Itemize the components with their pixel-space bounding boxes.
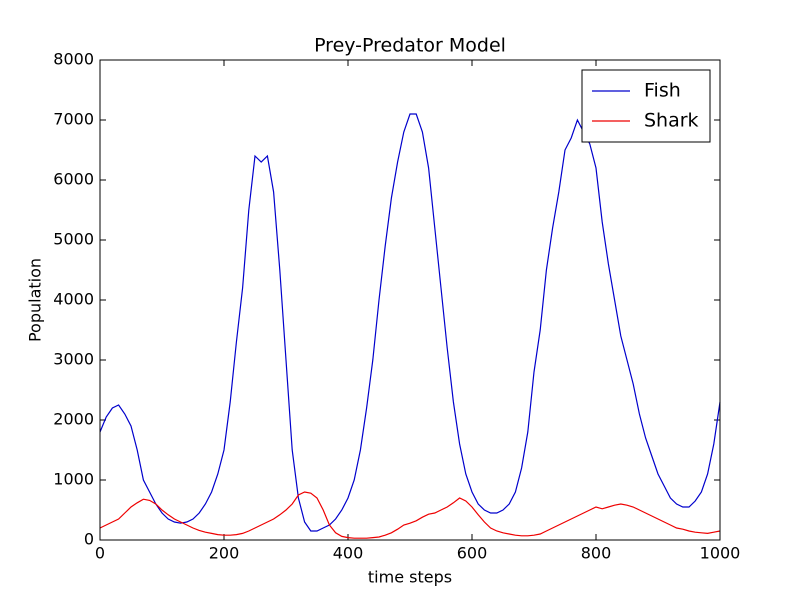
x-axis-label: time steps (368, 568, 452, 587)
y-tick-label: 1000 (53, 470, 94, 489)
y-tick-label: 4000 (53, 290, 94, 309)
y-tick-label: 2000 (53, 410, 94, 429)
x-tick-label: 1000 (700, 544, 741, 563)
y-tick-label: 6000 (53, 170, 94, 189)
legend-text: Shark (644, 110, 699, 132)
x-tick-label: 0 (95, 544, 105, 563)
y-tick-label: 3000 (53, 350, 94, 369)
y-axis-label: Population (26, 258, 45, 342)
y-tick-label: 5000 (53, 230, 94, 249)
legend-text: Fish (644, 80, 681, 102)
x-tick-label: 800 (581, 544, 612, 563)
chart-title: Prey-Predator Model (314, 35, 506, 57)
legend-box (581, 69, 711, 143)
y-tick-label: 8000 (53, 50, 94, 69)
x-tick-label: 600 (457, 544, 488, 563)
x-tick-label: 400 (333, 544, 364, 563)
x-tick-label: 200 (209, 544, 240, 563)
data-line (99, 491, 721, 539)
y-tick-label: 7000 (53, 110, 94, 129)
y-tick-label: 0 (84, 530, 94, 549)
data-line (99, 113, 721, 532)
plot-frame (99, 59, 721, 541)
